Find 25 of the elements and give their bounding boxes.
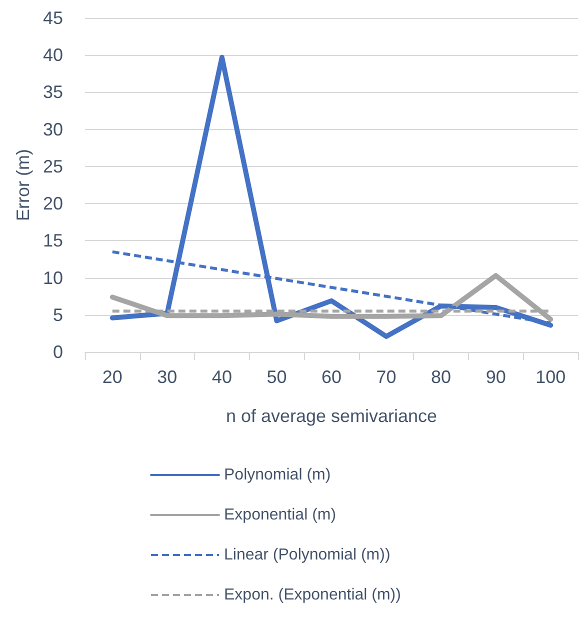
legend-label: Linear (Polynomial (m)) — [224, 546, 390, 564]
legend-label: Polynomial (m) — [224, 466, 331, 484]
x-tick-label: 20 — [102, 367, 122, 387]
x-tick-label: 90 — [486, 367, 506, 387]
y-tick-label: 20 — [42, 194, 63, 214]
y-tick-label: 35 — [42, 82, 63, 102]
y-tick-label: 30 — [42, 119, 63, 140]
y-axis-title: Error (m) — [13, 149, 34, 221]
y-tick-label: 25 — [42, 156, 63, 176]
y-tick-label: 10 — [42, 268, 63, 288]
x-tick-label: 50 — [266, 367, 287, 387]
y-tick-label: 45 — [42, 8, 63, 28]
x-tick-label: 30 — [157, 367, 178, 387]
legend-label: Exponential (m) — [224, 506, 336, 524]
y-tick-label: 5 — [52, 304, 63, 325]
y-tick-label: 40 — [42, 45, 63, 66]
legend-label: Expon. (Exponential (m)) — [224, 586, 401, 604]
y-tick-label: 0 — [52, 342, 63, 362]
x-axis-title: n of average semivariance — [226, 406, 438, 426]
y-tick-label: 15 — [42, 230, 63, 251]
x-tick-label: 80 — [431, 367, 452, 387]
x-tick-label: 70 — [376, 367, 396, 387]
x-tick-label: 40 — [212, 367, 232, 387]
x-tick-label: 100 — [536, 367, 566, 387]
x-tick-label: 60 — [321, 367, 342, 387]
